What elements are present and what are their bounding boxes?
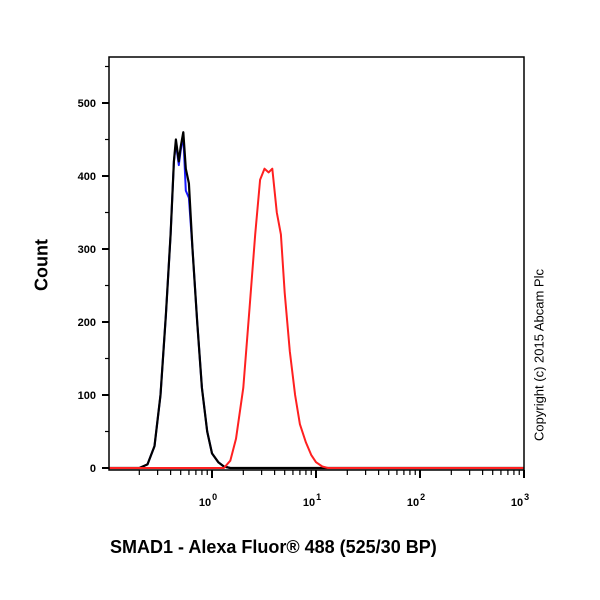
x-axis-ticks [138,470,525,478]
copyright-notice: Copyright (c) 2015 Abcam Plc [531,269,547,441]
x-axis-label: SMAD1 - Alexa Fluor® 488 (525/30 BP) [110,537,437,557]
y-axis-tick-labels: 0 100 200 300 400 500 [78,98,96,475]
x-tick-label: 103 [511,492,529,509]
y-axis-label: Count [31,239,52,291]
x-tick-label: 100 [199,492,217,509]
y-tick-label: 300 [78,244,96,256]
y-axis-ticks [102,65,109,469]
y-tick-label: 500 [78,98,96,110]
red-smad1-curve [109,167,524,469]
plot-frame [108,56,525,471]
x-axis-tick-labels: 100 101 102 103 [199,492,529,509]
x-tick-label: 102 [407,492,425,509]
black-control-curve [109,131,524,470]
histogram-series [109,131,524,470]
y-tick-label: 100 [78,390,96,402]
x-tick-label: 101 [303,492,321,509]
y-tick-label: 0 [90,463,96,475]
blue-isotype-curve [109,134,524,469]
y-tick-label: 400 [78,171,96,183]
y-tick-label: 200 [78,317,96,329]
